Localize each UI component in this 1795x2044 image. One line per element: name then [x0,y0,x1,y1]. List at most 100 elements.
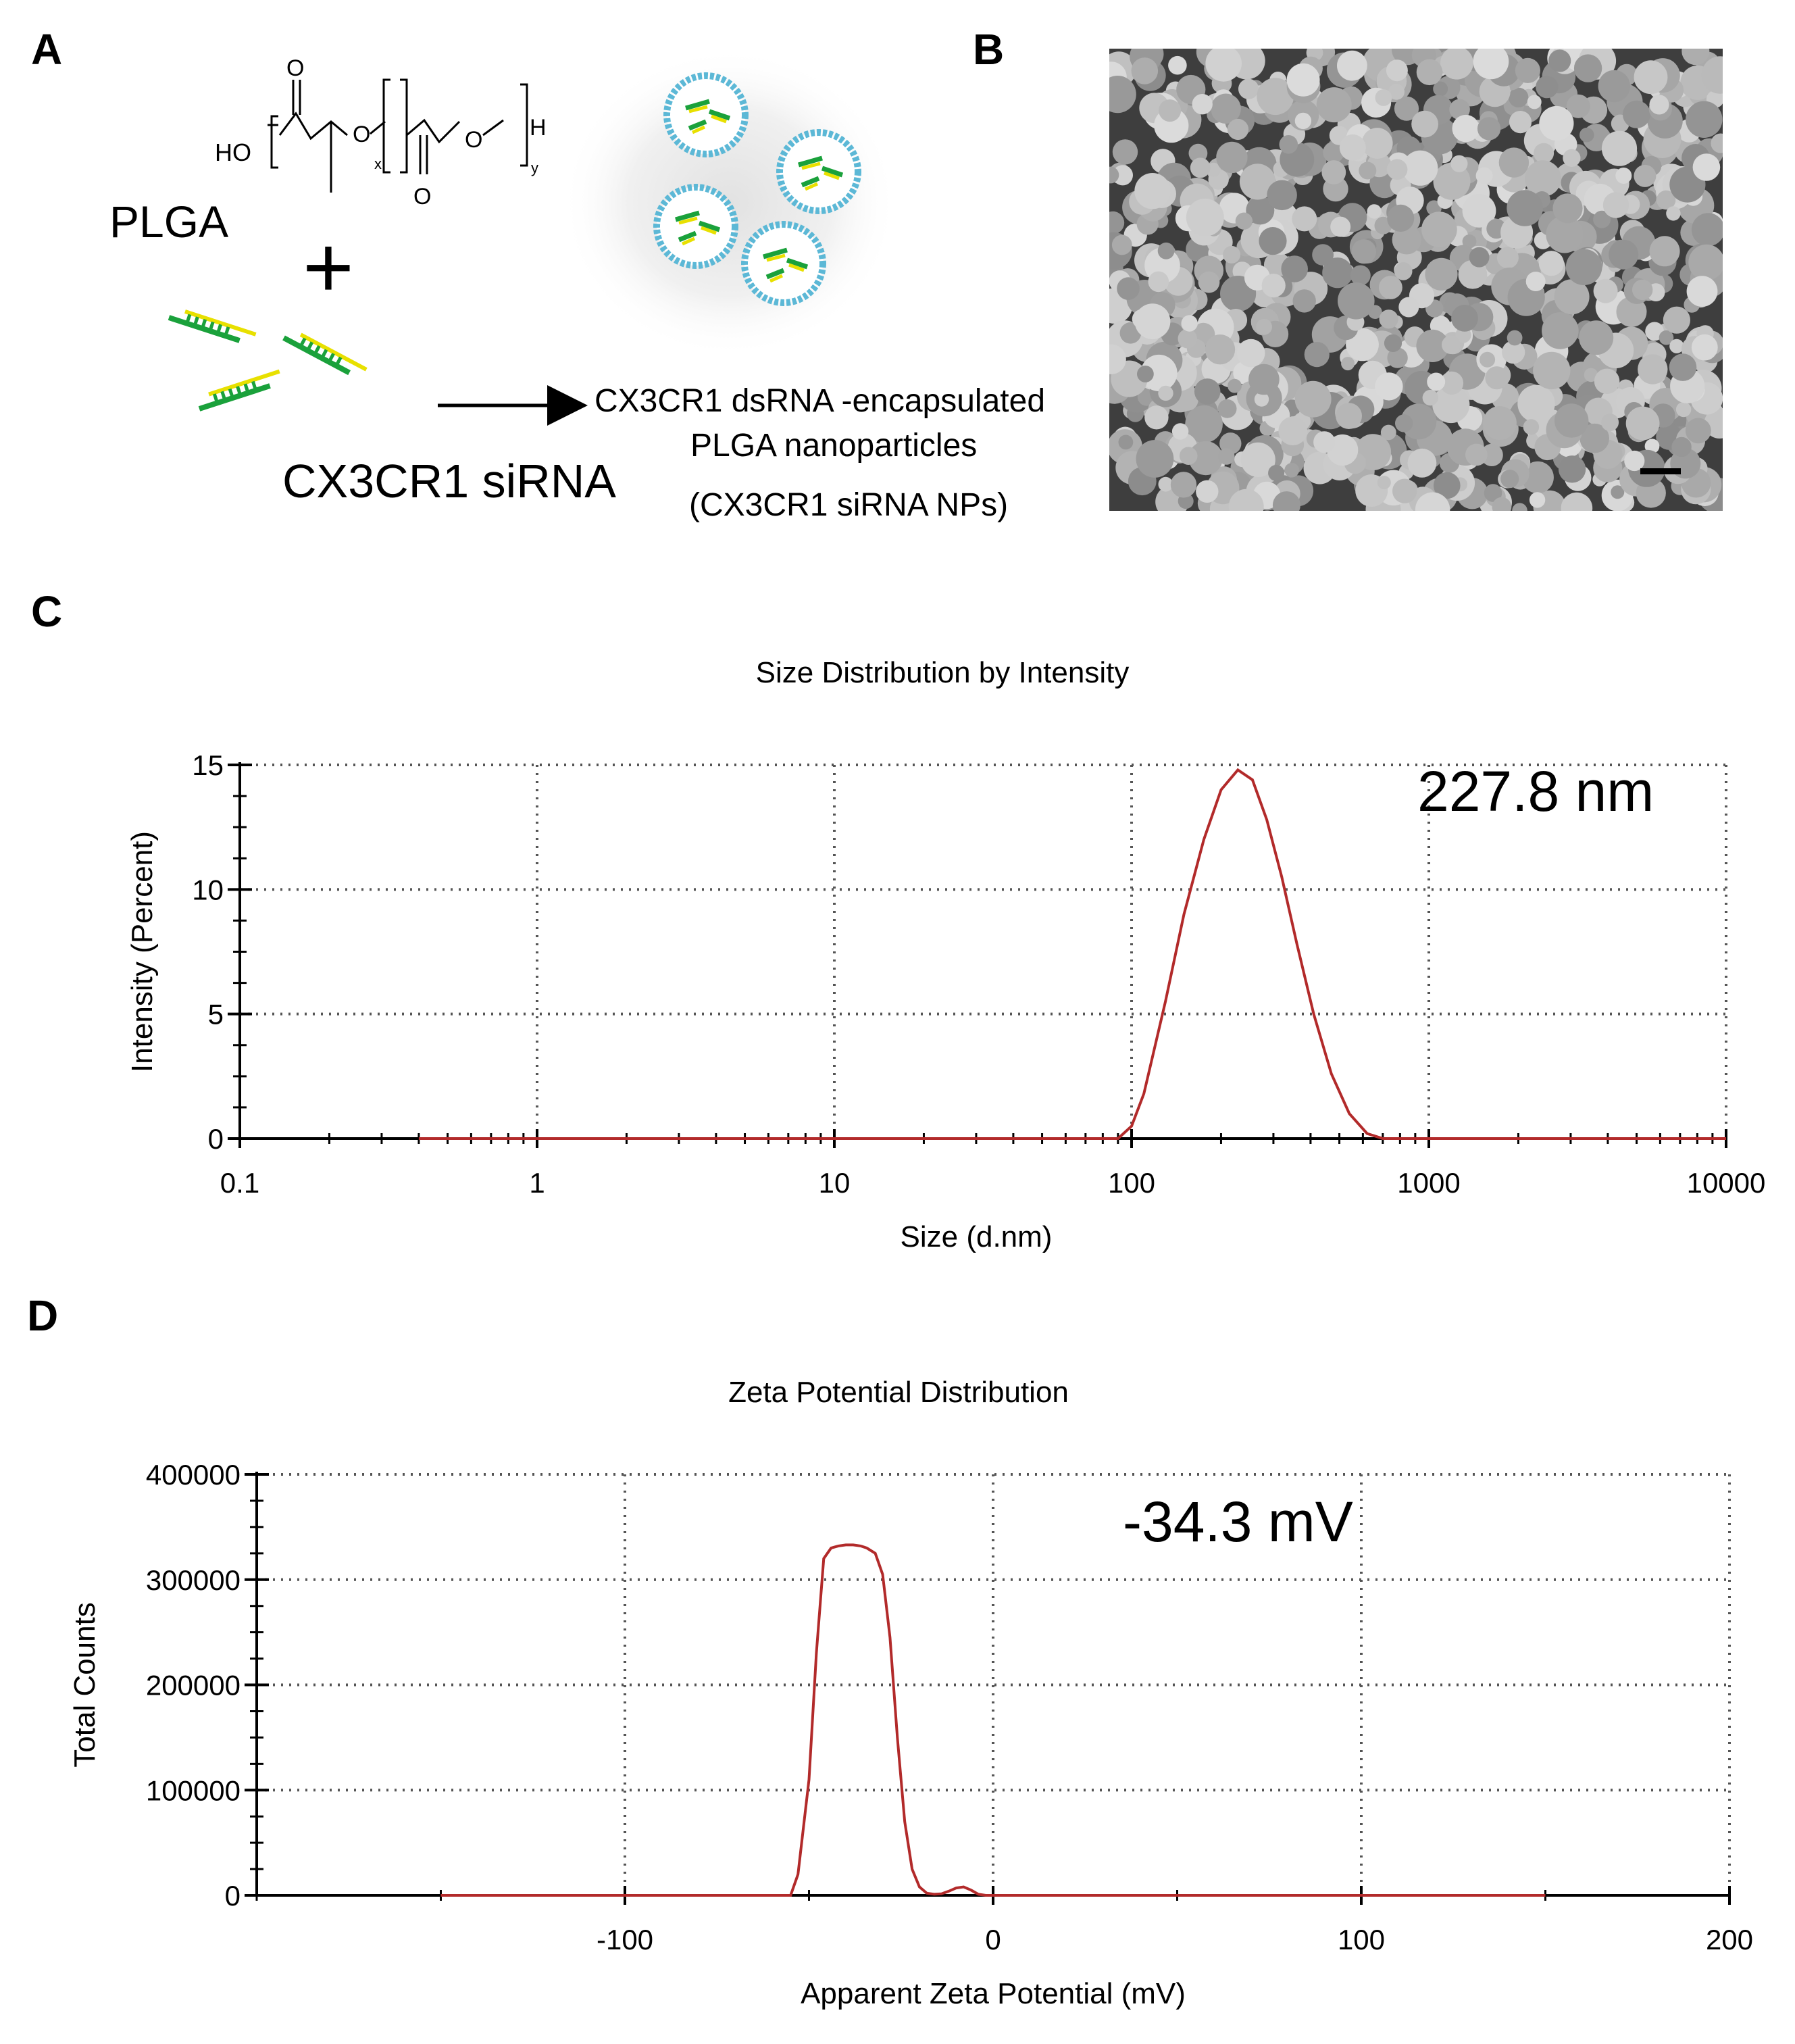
plga-label: PLGA [109,197,229,247]
sem-particle [1638,354,1668,384]
sem-particle [1579,423,1609,453]
chart-title: Size Distribution by Intensity [756,656,1130,689]
sem-particle [1623,100,1650,128]
sem-particle [1171,423,1189,440]
sem-particle [1192,94,1213,115]
sem-particle [1496,247,1519,269]
sem-particle [1398,297,1419,318]
structure-subscript-y: y [531,159,538,176]
x-tick-label: 0.1 [220,1167,259,1199]
sem-particle [1527,95,1542,109]
sem-particle [1112,139,1138,165]
sem-particle [1475,167,1493,184]
sem-particle [1337,50,1367,81]
sem-particle [1157,242,1175,259]
x-tick-label: 10 [819,1167,851,1199]
sem-particle [1322,257,1353,289]
sem-particle [1386,59,1408,82]
sem-particle [1601,130,1638,166]
sem-particle [1235,212,1253,230]
sem-particle [1536,76,1559,99]
sem-particle [1692,153,1721,181]
sem-particle [1566,94,1590,118]
sem-particle [1416,59,1443,86]
sem-particle [1246,196,1275,225]
sem-particle [1480,351,1496,368]
sem-particle [1379,276,1402,299]
sem-particle [1109,211,1125,234]
series-line [440,1543,1546,1897]
sem-particle [1216,141,1248,174]
sem-particle [1649,95,1669,115]
x-axis-label: Size (d.nm) [901,1220,1053,1253]
panel-label-c: C [31,587,63,636]
sem-particle [1281,255,1308,282]
sem-particle [1294,112,1312,130]
sem-particle [1304,342,1330,368]
nanoparticle-icon [663,72,749,157]
product-label-line-3: (CX3CR1 siRNA NPs) [689,487,1009,523]
sem-particle [1691,213,1723,247]
sem-particle [1240,442,1275,478]
sem-particle [1666,206,1681,221]
sem-particle [1238,78,1259,99]
sem-particle [1259,227,1287,255]
sem-particle [1351,239,1377,264]
sem-particle [1611,485,1625,499]
sem-particle [1469,247,1490,268]
structure-ho: HO [215,139,251,166]
sem-particle [1593,278,1618,303]
sem-particle [1228,378,1242,393]
sem-particle [1579,320,1614,355]
sem-particle [1625,406,1660,441]
sem-particle [1558,455,1586,483]
sem-particle [1509,87,1529,107]
y-tick-label: 200000 [146,1670,241,1701]
sem-particle [1185,405,1223,443]
x-tick-label: 200 [1706,1924,1753,1955]
sem-particle [1392,225,1421,255]
sem-particle [1131,57,1159,84]
sem-particle [1217,399,1237,418]
y-axis-label: Total Counts [68,1602,101,1768]
sem-particle [1465,443,1488,466]
sem-particle [1593,210,1611,228]
sem-particle [1525,272,1546,291]
sem-particle [1109,166,1119,184]
sem-particle [1534,143,1554,164]
sem-particle [1316,87,1352,123]
sem-particle [1480,443,1503,467]
sem-particle [1682,49,1710,66]
sem-particle [1323,141,1344,164]
x-axis-label: Apparent Zeta Potential (mV) [801,1977,1186,2010]
sem-particle [1609,239,1639,270]
sem-particle [1477,117,1501,141]
series-line [418,768,1726,1140]
sem-particle [1148,271,1169,293]
sem-particle [1512,503,1527,511]
sem-micrograph [1109,49,1723,511]
sem-particle [1321,160,1346,184]
panel-a-schematic: HO O O O O H x y [168,47,899,426]
sem-particle [1278,416,1307,446]
structure-o-ester-1: O [353,122,370,147]
scale-bar [1640,468,1681,474]
sem-particle [1188,441,1223,476]
sem-particle [1509,111,1532,134]
sem-particle [1387,204,1415,232]
sem-particle [1375,372,1403,401]
y-tick-label: 10 [192,874,224,905]
sem-particle [1218,448,1235,465]
sem-particle [1292,289,1316,313]
sem-particle [1426,200,1442,216]
sem-particle [1686,101,1723,138]
sem-particle [1168,55,1187,75]
sem-particle [1561,492,1593,511]
sem-particle [1548,49,1571,72]
sem-particle [1433,81,1448,97]
sem-particle [1272,491,1300,511]
peak-annotation: 227.8 nm [1417,759,1654,823]
sem-particle [1394,262,1413,280]
sem-particle [1669,339,1684,353]
sem-particle [1117,277,1140,300]
